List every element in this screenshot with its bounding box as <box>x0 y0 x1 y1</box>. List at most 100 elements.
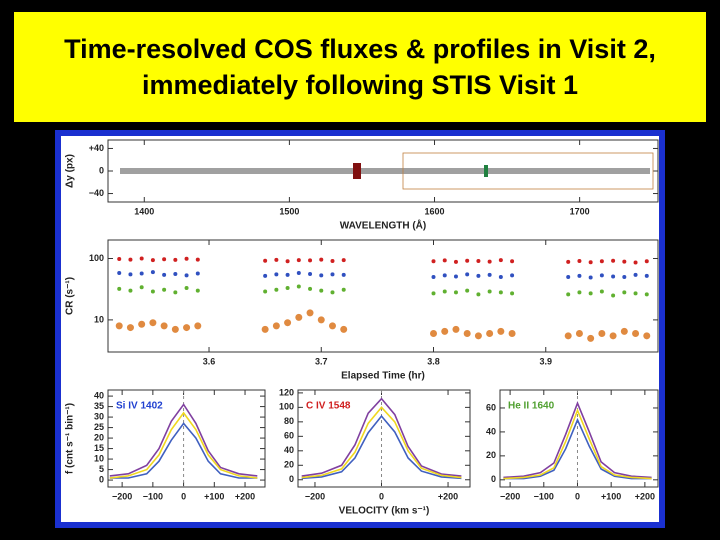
y-tick-label: 0 <box>99 474 104 484</box>
data-point <box>632 330 640 338</box>
data-point <box>577 290 582 295</box>
plot-frame <box>297 389 471 488</box>
data-point <box>633 272 638 277</box>
profile-line <box>301 406 462 479</box>
data-point <box>577 273 582 278</box>
x-tick-label: 0 <box>181 491 186 501</box>
x-axis-label: WAVELENGTH (Å) <box>340 219 426 232</box>
data-point <box>341 258 346 263</box>
data-point <box>195 288 200 293</box>
data-point <box>330 272 335 277</box>
data-point <box>184 286 189 291</box>
x-tick-label: 3.6 <box>203 356 216 366</box>
data-point <box>566 292 571 297</box>
data-point <box>577 259 582 264</box>
data-point <box>599 273 604 278</box>
data-point <box>476 273 481 278</box>
data-point <box>128 272 133 277</box>
data-point <box>261 325 269 333</box>
data-point <box>643 332 651 340</box>
x-tick-label: +100 <box>601 491 621 501</box>
x-tick-label: −200 <box>500 491 520 501</box>
data-point <box>622 290 627 295</box>
data-point <box>284 319 292 327</box>
data-point <box>285 286 290 291</box>
y-tick-label: 0 <box>99 165 104 175</box>
data-point <box>308 258 313 263</box>
data-point <box>487 272 492 277</box>
x-tick-label: +200 <box>635 491 655 501</box>
data-point <box>272 322 280 330</box>
data-point <box>609 332 617 340</box>
data-point <box>128 288 133 293</box>
y-tick-label: 10 <box>94 314 104 324</box>
data-point <box>183 324 191 332</box>
data-point <box>162 287 167 292</box>
data-point <box>442 289 447 294</box>
y-tick-label: 60 <box>284 431 294 441</box>
data-point <box>171 325 179 333</box>
data-point <box>263 289 268 294</box>
profile-line <box>503 417 652 480</box>
data-point <box>139 256 144 261</box>
data-point <box>508 330 516 338</box>
y-tick-label: 10 <box>94 453 104 463</box>
x-tick-label: 3.9 <box>539 356 552 366</box>
data-point <box>587 334 595 342</box>
data-point <box>487 259 492 264</box>
x-axis-label: Elapsed Time (hr) <box>341 371 425 382</box>
data-point <box>487 289 492 294</box>
y-tick-label: 30 <box>94 411 104 421</box>
y-tick-label: 20 <box>284 460 294 470</box>
data-point <box>588 275 593 280</box>
data-point <box>150 270 155 275</box>
y-tick-label: 40 <box>94 390 104 400</box>
data-point <box>263 273 268 278</box>
y-axis-label: f (cnt s⁻¹ bin⁻¹) <box>65 403 76 474</box>
y-tick-label: 100 <box>279 402 294 412</box>
y-tick-label: 40 <box>486 426 496 436</box>
y-tick-label: 0 <box>491 474 496 484</box>
y-tick-label: +40 <box>89 143 104 153</box>
data-point <box>195 271 200 276</box>
data-point <box>173 290 178 295</box>
slide-title: Time-resolved COS fluxes & profiles in V… <box>64 34 656 100</box>
data-point <box>296 284 301 289</box>
data-point <box>622 274 627 279</box>
data-point <box>274 287 279 292</box>
data-point <box>442 273 447 278</box>
data-point <box>319 288 324 293</box>
data-point <box>150 289 155 294</box>
data-point <box>588 260 593 265</box>
data-point <box>486 330 494 338</box>
data-point <box>296 271 301 276</box>
y-tick-label: 0 <box>289 474 294 484</box>
spectrum-feature <box>353 163 361 179</box>
data-point <box>510 291 515 296</box>
data-point <box>611 258 616 263</box>
profile-line <box>109 422 258 479</box>
x-tick-label: +200 <box>235 491 255 501</box>
data-point <box>566 274 571 279</box>
data-point <box>453 259 458 264</box>
spectrum-feature <box>484 165 488 177</box>
profile-line <box>503 408 652 480</box>
data-point <box>126 324 134 332</box>
profile-line <box>503 401 652 479</box>
x-tick-label: −200 <box>112 491 132 501</box>
data-point <box>173 271 178 276</box>
data-point <box>452 325 460 333</box>
data-point <box>285 272 290 277</box>
data-point <box>453 290 458 295</box>
panel-label: He II 1640 <box>508 401 555 412</box>
data-point <box>498 274 503 279</box>
data-point <box>564 332 572 340</box>
data-point <box>474 332 482 340</box>
data-point <box>184 256 189 261</box>
data-point <box>139 271 144 276</box>
data-point <box>160 322 168 330</box>
data-point <box>510 259 515 264</box>
data-point <box>263 258 268 263</box>
y-tick-label: 20 <box>94 432 104 442</box>
